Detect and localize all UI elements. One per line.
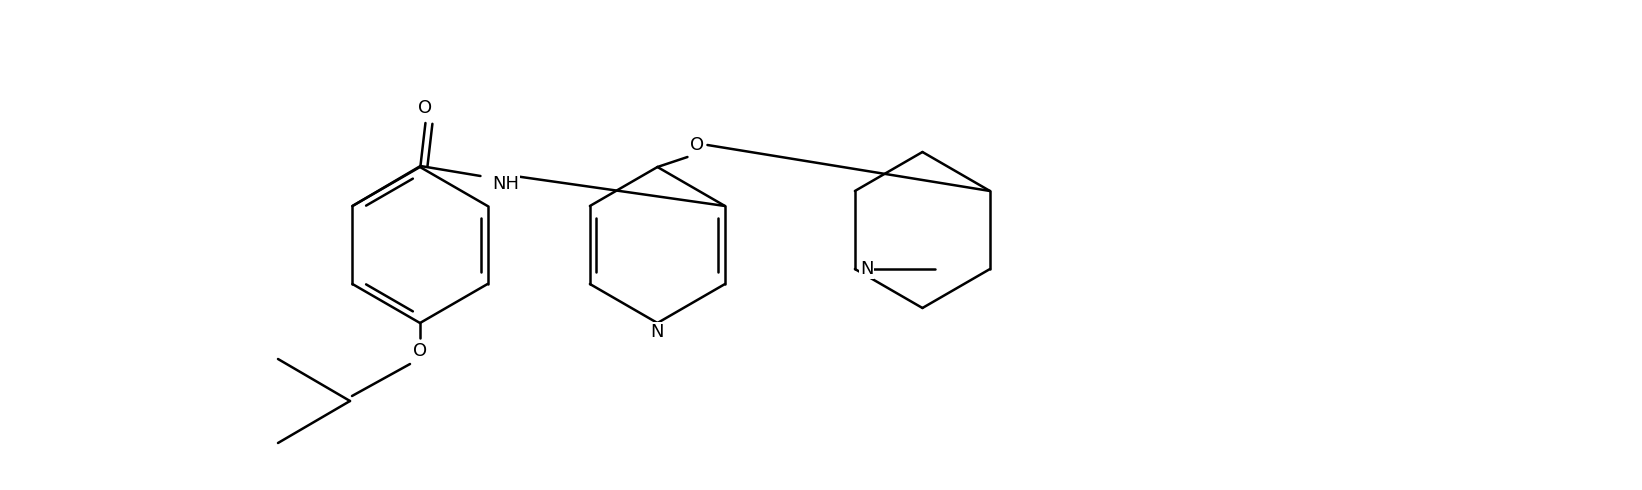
Text: NH: NH — [493, 175, 519, 193]
Text: N: N — [650, 323, 665, 341]
Text: N: N — [860, 260, 874, 278]
Text: O: O — [419, 99, 432, 117]
Text: O: O — [690, 136, 704, 154]
Text: O: O — [412, 342, 427, 360]
